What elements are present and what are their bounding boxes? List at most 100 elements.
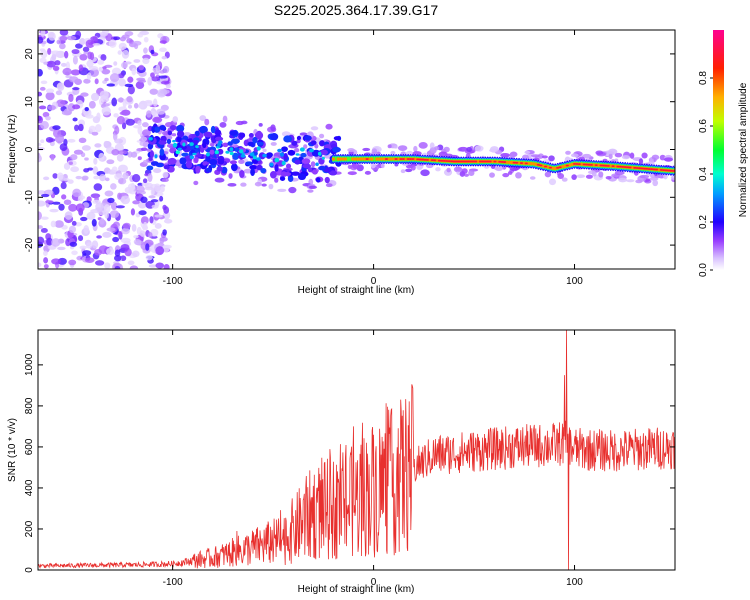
spectrogram-ridge-cell	[440, 159, 444, 162]
spectrogram-speckle	[40, 121, 49, 130]
spectrogram-speckle	[162, 204, 167, 211]
spectrogram-ytick-label: 20	[24, 48, 35, 60]
spectrogram-speckle	[114, 254, 122, 262]
spectrogram-speckle	[149, 88, 159, 95]
spectrogram-peak	[189, 142, 194, 146]
spectrogram-speckle	[40, 139, 45, 144]
spectrogram-peak	[295, 153, 300, 156]
spectrogram-halo	[393, 145, 398, 149]
spectrogram-halo	[274, 177, 279, 183]
spectrogram-halo	[466, 146, 473, 153]
spectrogram-blob	[250, 168, 255, 177]
spectrogram-ridge-cell	[565, 164, 569, 167]
spectrogram-blob	[192, 139, 199, 145]
spectrogram-halo	[443, 146, 450, 153]
spectrogram-peak	[299, 147, 305, 152]
spectrogram-speckle	[111, 67, 122, 75]
spectrogram-speckle	[78, 137, 87, 144]
spectrogram-speckle	[127, 85, 135, 95]
spectrogram-speckle	[131, 223, 137, 232]
spectrogram-peak	[229, 147, 234, 152]
spectrogram-speckle	[117, 150, 128, 155]
spectrogram-speckle	[40, 30, 46, 37]
spectrogram-blob	[167, 130, 173, 136]
spectrogram-speckle	[38, 91, 43, 97]
snr-ytick-label: 600	[24, 438, 35, 455]
spectrogram-speckle	[114, 266, 121, 269]
spectrogram-halo	[465, 153, 471, 158]
spectrogram-halo	[277, 188, 287, 193]
spectrogram-ridge-cell	[599, 164, 603, 167]
spectrogram-blob	[150, 161, 159, 166]
snr-xtick-label: 0	[371, 577, 377, 588]
spectrogram-speckle	[148, 195, 156, 199]
spectrogram-speckle	[39, 48, 46, 52]
spectrogram-speckle	[130, 208, 136, 216]
spectrogram-halo	[455, 167, 463, 172]
spectrogram-speckle	[117, 192, 122, 200]
spectrogram-halo	[140, 147, 148, 152]
spectrogram-ridge-cell	[524, 162, 528, 165]
spectrogram-ridge-cell	[647, 168, 651, 170]
spectrogram-blob	[167, 157, 177, 165]
spectrogram-speckle	[154, 214, 163, 218]
spectrogram-ridge-cell	[616, 165, 620, 168]
spectrogram-ridge-cell	[515, 161, 519, 164]
spectrogram-ridge-cell	[623, 166, 627, 168]
spectrogram-xlabel: Height of straight line (km)	[298, 285, 415, 296]
spectrogram-blob	[318, 165, 326, 171]
spectrogram-blob	[332, 146, 341, 153]
spectrogram-speckle	[145, 243, 150, 251]
spectrogram-halo	[595, 150, 604, 155]
spectrogram-ytick-label: 10	[24, 96, 35, 108]
spectrogram-ridge-cell	[635, 167, 639, 169]
spectrogram-ridge-cell	[510, 160, 514, 165]
spectrogram-speckle	[51, 258, 61, 265]
spectrogram-blob	[185, 161, 193, 169]
spectrogram-ridge-cell	[481, 160, 485, 163]
spectrogram-blob	[252, 136, 258, 144]
spectrogram-speckle	[43, 257, 49, 264]
spectrogram-speckle	[77, 197, 84, 202]
spectrogram-halo	[214, 177, 225, 183]
spectrogram-speckle	[144, 101, 153, 107]
spectrogram-peak	[315, 162, 319, 167]
spectrogram-speckle	[38, 236, 45, 245]
spectrogram-peak	[321, 156, 325, 160]
spectrogram-blob	[249, 165, 258, 170]
spectrogram-ridge-cell	[343, 157, 348, 161]
spectrogram-ridge-cell	[413, 157, 417, 161]
spectrogram-ridge-cell	[645, 167, 649, 170]
spectrogram-speckle	[52, 125, 61, 130]
spectrogram-ridge-cell	[447, 160, 451, 163]
spectrogram-halo	[507, 171, 513, 175]
spectrogram-speckle	[104, 177, 110, 182]
spectrogram-ridge-cell	[529, 162, 533, 166]
spectrogram-speckle	[155, 262, 164, 269]
spectrogram-xtick-label: -100	[163, 276, 183, 287]
spectrogram-speckle	[93, 175, 100, 180]
spectrogram-halo	[400, 169, 406, 174]
chart-title: S225.2025.364.17.39.G17	[274, 2, 438, 18]
spectrogram-ridge-cell	[358, 157, 362, 161]
spectrogram-speckle	[122, 99, 127, 108]
spectrogram-speckle	[66, 35, 77, 41]
spectrogram-halo	[219, 122, 227, 128]
spectrogram-ridge-cell	[474, 160, 478, 163]
spectrogram-ridge-cell	[597, 163, 601, 167]
spectrogram-peak	[249, 152, 255, 157]
spectrogram-halo	[639, 174, 650, 179]
spectrogram-halo	[458, 146, 468, 152]
spectrogram-halo	[629, 152, 635, 159]
spectrogram-speckle	[68, 259, 77, 266]
spectrogram-ridge-cell	[560, 165, 565, 169]
spectrogram-speckle	[129, 265, 139, 269]
spectrogram-halo	[238, 159, 245, 165]
spectrogram-ridge-cell	[416, 158, 420, 161]
spectrogram-halo	[489, 172, 495, 178]
spectrogram-peak	[225, 150, 230, 154]
spectrogram-speckle	[113, 61, 118, 66]
spectrogram-speckle	[86, 242, 93, 249]
spectrogram-speckle	[45, 91, 55, 101]
spectrogram-ridge-cell	[601, 164, 606, 167]
